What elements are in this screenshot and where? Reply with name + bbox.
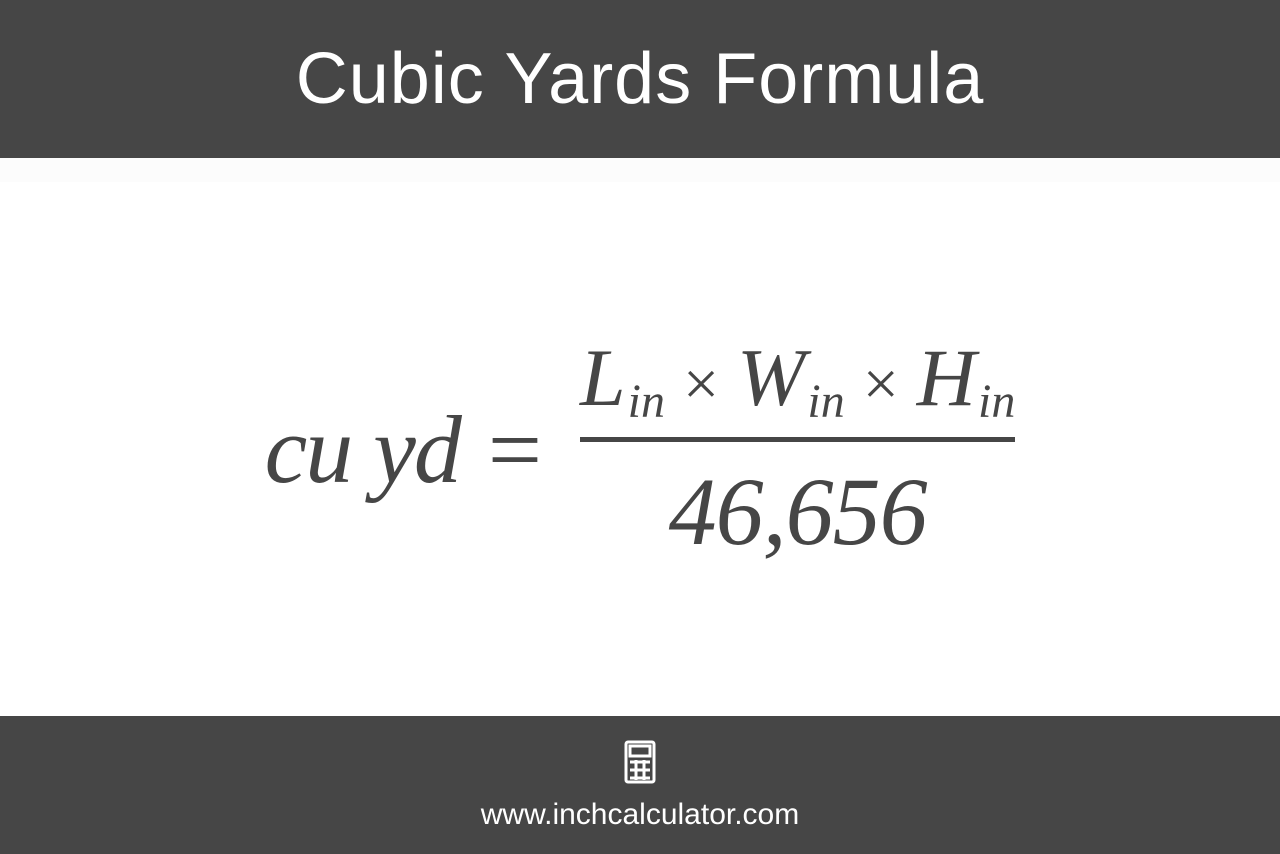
length-sub: in (628, 374, 665, 429)
fraction-denominator: 46,656 (669, 442, 927, 567)
equals-sign: = (488, 394, 542, 505)
cubic-yards-formula: cu yd = L in × W in × H in 46,656 (265, 331, 1016, 567)
width-var: W (737, 331, 805, 425)
calculator-icon (616, 738, 664, 786)
height-term: H in (917, 331, 1016, 425)
footer-url: www.inchcalculator.com (481, 798, 799, 832)
page-title: Cubic Yards Formula (296, 38, 985, 120)
width-sub: in (807, 374, 844, 429)
length-var: L (580, 331, 626, 425)
fraction-numerator: L in × W in × H in (580, 331, 1015, 437)
header-bar: Cubic Yards Formula (0, 0, 1280, 158)
formula-fraction: L in × W in × H in 46,656 (580, 331, 1015, 567)
formula-panel: cu yd = L in × W in × H in 46,656 (0, 182, 1280, 716)
multiply-op-1: × (683, 347, 719, 421)
height-sub: in (978, 374, 1015, 429)
multiply-op-2: × (863, 347, 899, 421)
height-var: H (917, 331, 976, 425)
width-term: W in (737, 331, 845, 425)
formula-lhs: cu yd (265, 394, 460, 505)
length-term: L in (580, 331, 665, 425)
footer-bar: www.inchcalculator.com (0, 716, 1280, 854)
